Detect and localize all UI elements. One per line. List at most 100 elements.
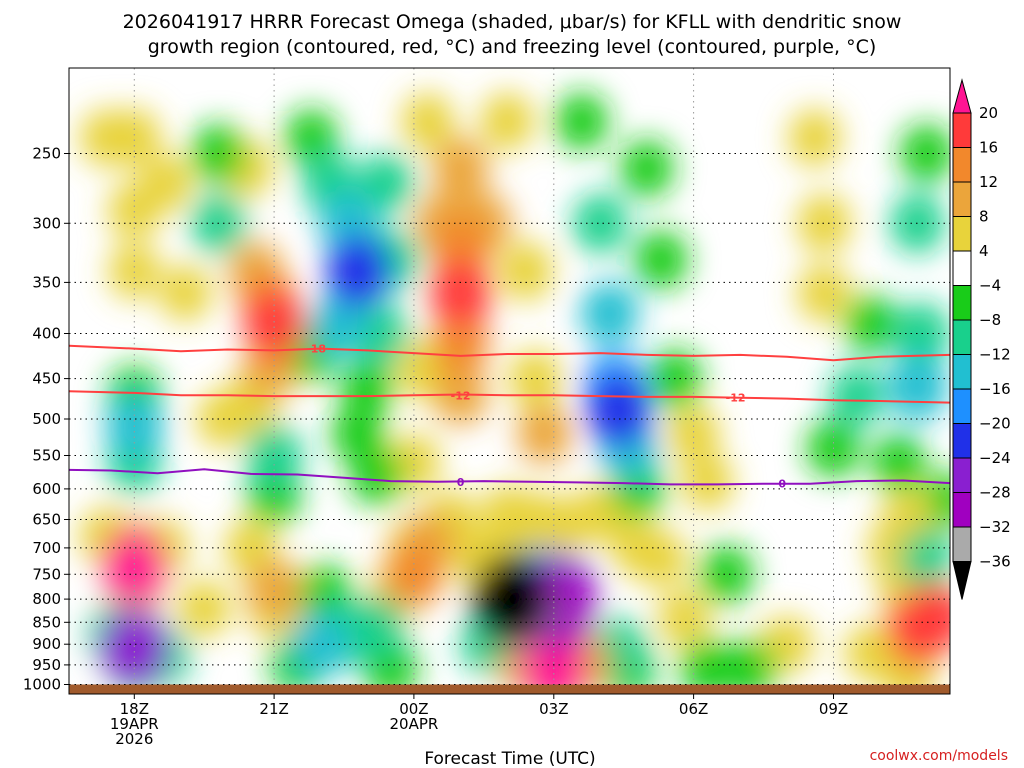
x-tick-label: 03Z [539, 700, 568, 718]
y-tick-label: 350 [32, 273, 61, 291]
x-tick-label: 00Z [399, 700, 428, 718]
omega-cell [358, 153, 414, 213]
colorbar-label: −8 [979, 311, 1001, 329]
chart-title-line-1: 2026041917 HRRR Forecast Omega (shaded, … [123, 11, 902, 33]
terrain-band [69, 684, 950, 694]
x-tick-label: 20APR [389, 715, 438, 733]
y-tick-label: 550 [32, 447, 61, 465]
colorbar-label: −12 [979, 346, 1011, 364]
chart-title-line-2: growth region (contoured, red, °C) and f… [148, 36, 877, 58]
colorbar-label: 4 [979, 242, 989, 260]
colorbar-segment [952, 112, 972, 148]
colorbar-label: −32 [979, 518, 1011, 536]
omega-cell [904, 582, 950, 653]
omega-cell [797, 193, 851, 253]
y-tick-label: 650 [32, 511, 61, 529]
y-tick-label: 700 [32, 539, 61, 557]
y-tick-label: 800 [32, 590, 61, 608]
omega-cell [472, 553, 552, 645]
omega-cell [285, 108, 338, 167]
omega-cell [844, 294, 898, 353]
omega-cell [508, 349, 562, 408]
colorbar-segment [952, 423, 972, 459]
omega-cell [899, 124, 950, 183]
omega-cell [108, 181, 161, 239]
colorbar-label: −24 [979, 449, 1011, 467]
omega-blobs [79, 92, 950, 694]
omega-cell [108, 243, 160, 300]
omega-cell [325, 234, 391, 308]
omega-cell [291, 611, 350, 677]
y-tick-label: 250 [32, 145, 61, 163]
y-tick-label: 1000 [23, 676, 61, 694]
y-tick-label: 500 [32, 410, 61, 428]
omega-cell [586, 374, 652, 448]
omega-cell [634, 230, 688, 290]
y-tick-label: 900 [32, 635, 61, 653]
omega-cell [243, 289, 305, 359]
omega-cell [100, 609, 169, 687]
y-tick-label: 850 [32, 613, 61, 631]
y-axis-ticks: 250 300 350 400 450 500 550 600 650 700 750 800 850 9… [23, 145, 69, 694]
colorbar-segment [952, 285, 972, 321]
y-tick-label: 600 [32, 480, 61, 498]
omega-cell [350, 446, 404, 505]
omega-cell [788, 109, 841, 167]
colorbar-segment [952, 354, 972, 390]
omega-cell [580, 281, 639, 346]
colorbar-label: 20 [979, 104, 998, 122]
omega-cell [429, 258, 492, 329]
x-tick-label: 2026 [115, 730, 153, 748]
colorbar-label: 16 [979, 139, 998, 157]
colorbar-segment [952, 526, 972, 562]
x-tick-label: 09Z [819, 700, 848, 718]
omega-cell [246, 424, 303, 487]
colorbar-label: −28 [979, 484, 1011, 502]
colorbar-label: −36 [979, 553, 1011, 571]
x-tick-label: 21Z [259, 700, 288, 718]
contour-label: 0 [778, 478, 786, 491]
omega-cell [658, 589, 711, 647]
source-credit: coolwx.com/models [870, 748, 1008, 764]
y-tick-label: 450 [32, 370, 61, 388]
y-tick-label: 300 [32, 214, 61, 232]
colorbar-segment [952, 216, 972, 252]
colorbar-segment [952, 492, 972, 528]
omega-cell [349, 596, 405, 658]
omega-cell [620, 139, 674, 198]
gridlines [69, 68, 950, 685]
colorbar-label: −16 [979, 380, 1011, 398]
omega-cell [340, 358, 394, 417]
omega-cell [159, 265, 212, 322]
omega-cell [432, 137, 489, 200]
contour-dendritic-12c [69, 390, 950, 404]
omega-cell [797, 264, 851, 323]
contour-labels: -18 -12 -12 0 0 [306, 343, 786, 491]
x-tick-label: 18Z [120, 700, 149, 718]
contour-label: -12 [451, 389, 471, 402]
omega-shading [79, 92, 950, 694]
colorbar-label: −4 [979, 277, 1001, 295]
omega-cell [887, 353, 948, 421]
colorbar-label: 8 [979, 208, 989, 226]
omega-cell [431, 311, 490, 375]
omega-cell [899, 528, 950, 589]
omega-cell [680, 639, 735, 694]
colorbar-label: −20 [979, 415, 1011, 433]
colorbar-label: 12 [979, 173, 998, 191]
omega-cell [667, 405, 720, 463]
colorbar-segment [952, 147, 972, 183]
contour-label: -18 [306, 343, 326, 356]
omega-cell [682, 454, 734, 511]
omega-cell [829, 365, 884, 426]
y-tick-label: 950 [32, 656, 61, 674]
omega-cell [555, 92, 609, 151]
omega-cell [401, 93, 454, 150]
omega-cell [635, 530, 687, 588]
omega-cell [699, 544, 754, 604]
colorbar-top-arrow [952, 78, 972, 114]
colorbar: 20 16 12 8 4 −4 −8 −12 −16 −20 −24 −28 −32 −36 [952, 78, 1011, 600]
x-tick-label: 06Z [679, 700, 708, 718]
omega-cell [723, 639, 776, 694]
